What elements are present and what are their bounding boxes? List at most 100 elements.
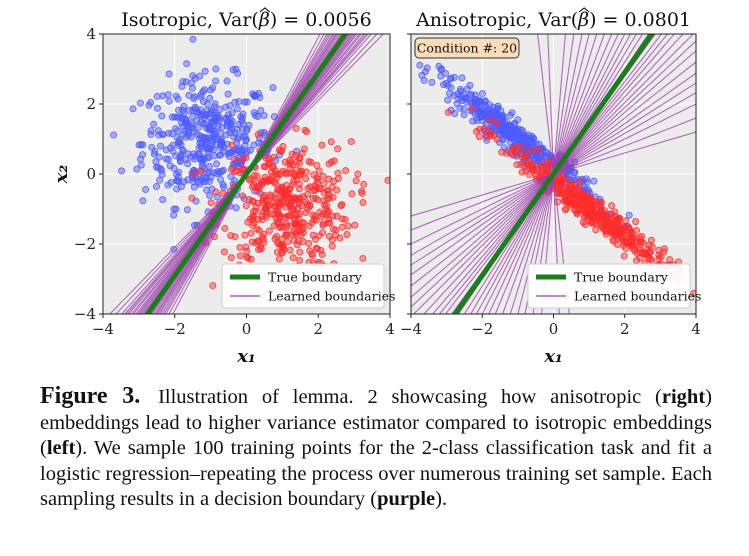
- data-point: [358, 189, 366, 197]
- data-point: [458, 74, 466, 82]
- data-point: [266, 191, 274, 199]
- data-point: [519, 128, 527, 136]
- data-point: [243, 98, 251, 106]
- data-point: [244, 218, 252, 226]
- data-point: [212, 160, 220, 168]
- data-point: [206, 178, 214, 186]
- legend-box: [527, 263, 691, 309]
- data-point: [468, 104, 476, 112]
- data-point: [207, 114, 215, 122]
- legend-box: [221, 263, 385, 309]
- data-point: [157, 165, 165, 173]
- data-point: [245, 196, 253, 204]
- data-point: [334, 169, 342, 177]
- data-point: [212, 77, 220, 85]
- data-point: [437, 66, 445, 74]
- data-point: [272, 215, 280, 223]
- data-point: [249, 90, 257, 98]
- title-suffix: ) = 0.0801: [589, 9, 691, 31]
- data-point: [183, 60, 191, 68]
- data-point: [231, 168, 239, 176]
- caption-text-3: ). We sample 100 training points for the…: [40, 437, 712, 511]
- data-point: [236, 252, 244, 260]
- data-point: [312, 216, 320, 224]
- data-point: [190, 170, 198, 178]
- data-point: [354, 170, 362, 178]
- data-point: [217, 151, 225, 159]
- data-point: [281, 187, 289, 195]
- data-point: [209, 282, 217, 290]
- data-point: [329, 225, 337, 233]
- data-point: [319, 172, 327, 180]
- data-point: [566, 181, 574, 189]
- data-point: [227, 232, 235, 240]
- data-point: [606, 216, 614, 224]
- data-point: [580, 193, 588, 201]
- data-point: [473, 128, 481, 136]
- title-hat-mark: [259, 7, 271, 13]
- data-point: [243, 125, 251, 133]
- data-point: [437, 72, 445, 80]
- data-point: [611, 220, 619, 228]
- data-point: [521, 150, 529, 158]
- x-tick-label: 2: [313, 320, 323, 338]
- data-point: [255, 227, 263, 235]
- data-point: [475, 106, 483, 114]
- data-point: [219, 166, 227, 174]
- data-point: [451, 110, 459, 118]
- data-point: [287, 222, 295, 230]
- title-prefix: Isotropic, Var(: [121, 9, 259, 31]
- data-point: [272, 190, 280, 198]
- data-point: [233, 105, 241, 113]
- data-point: [351, 221, 359, 229]
- y-axis-label: x₂: [51, 165, 72, 185]
- data-point: [513, 146, 521, 154]
- data-point: [590, 177, 598, 185]
- data-point: [213, 170, 221, 178]
- data-point: [214, 135, 222, 143]
- data-point: [171, 125, 179, 133]
- data-point: [499, 135, 507, 143]
- data-point: [338, 201, 346, 209]
- data-point: [174, 139, 182, 147]
- data-point: [291, 220, 299, 228]
- data-point: [175, 177, 183, 185]
- data-point: [275, 255, 283, 263]
- data-point: [273, 232, 281, 240]
- data-point: [189, 35, 197, 43]
- data-point: [581, 221, 589, 229]
- data-point: [325, 207, 333, 215]
- data-point: [289, 254, 297, 262]
- data-point: [254, 199, 262, 207]
- data-point: [222, 115, 230, 123]
- data-point: [620, 252, 628, 260]
- data-point: [444, 96, 452, 104]
- data-point: [153, 92, 161, 100]
- data-point: [221, 224, 229, 232]
- data-point: [327, 138, 335, 146]
- data-point: [239, 192, 247, 200]
- data-point: [254, 187, 262, 195]
- data-point: [463, 85, 471, 93]
- data-point: [276, 151, 284, 159]
- data-point: [526, 138, 534, 146]
- data-point: [498, 148, 506, 156]
- data-point: [286, 246, 294, 254]
- data-point: [312, 184, 320, 192]
- data-point: [150, 120, 158, 128]
- data-point: [514, 116, 522, 124]
- data-point: [608, 202, 616, 210]
- data-point: [200, 174, 208, 182]
- data-point: [162, 155, 170, 163]
- x-tick-label: 0: [242, 320, 252, 338]
- data-point: [352, 177, 360, 185]
- data-point: [444, 108, 452, 116]
- data-point: [172, 205, 180, 213]
- data-point: [302, 198, 310, 206]
- data-point: [498, 113, 506, 121]
- data-point: [247, 229, 255, 237]
- data-point: [179, 146, 187, 154]
- data-point: [486, 109, 494, 117]
- data-point: [360, 180, 368, 188]
- data-point: [486, 130, 494, 138]
